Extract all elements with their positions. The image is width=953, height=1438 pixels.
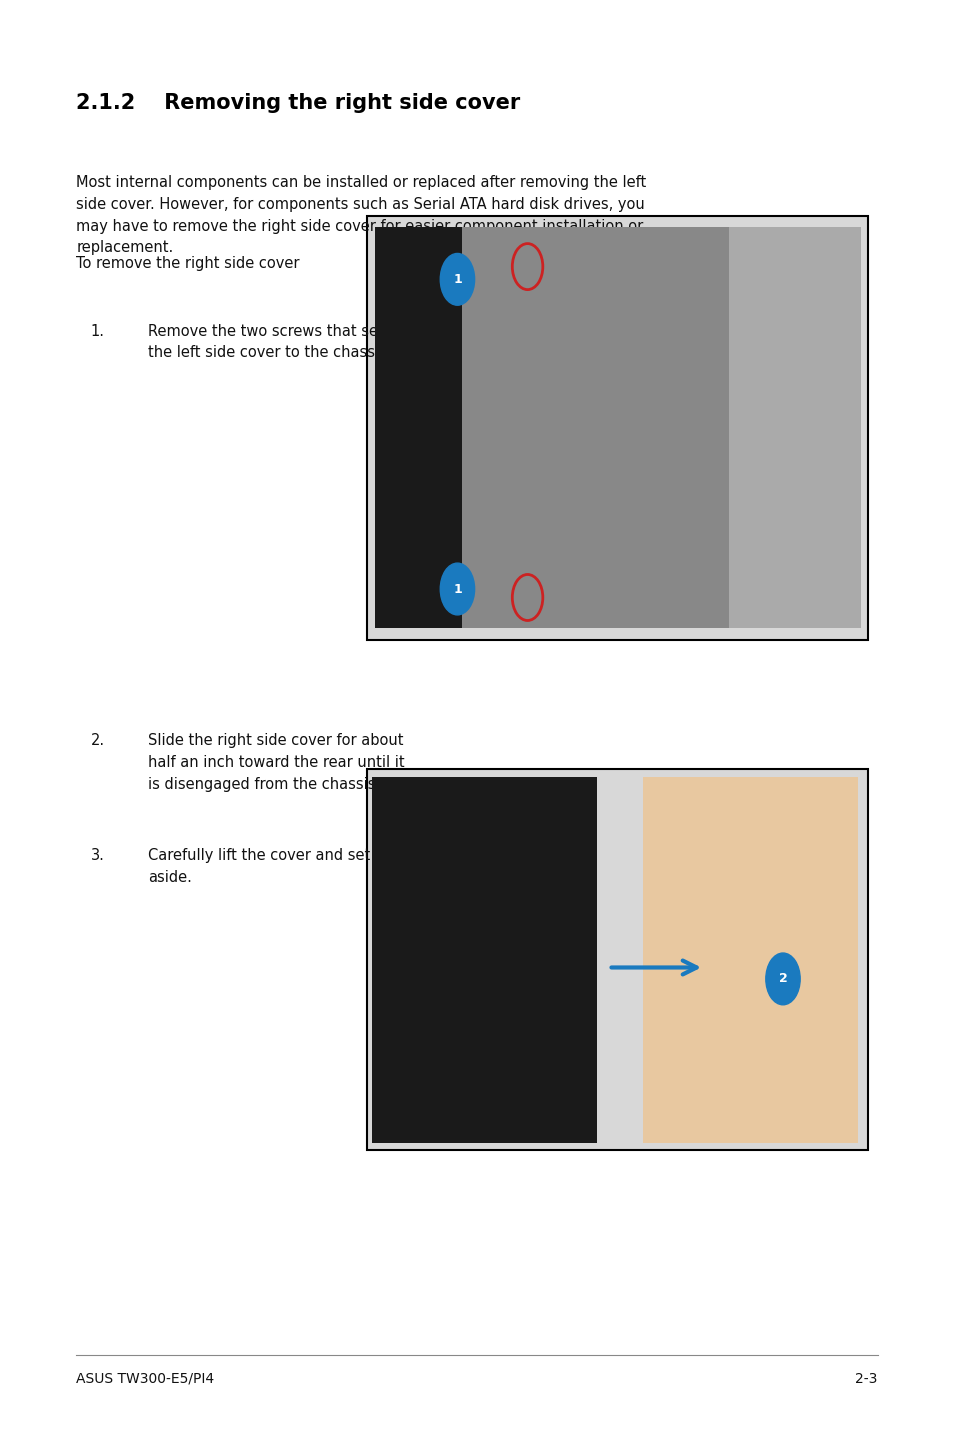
Text: ASUS TW300-E5/PI4: ASUS TW300-E5/PI4 (76, 1372, 214, 1386)
Text: 3.: 3. (91, 848, 105, 863)
Circle shape (439, 253, 475, 305)
FancyBboxPatch shape (372, 777, 597, 1143)
Text: Carefully lift the cover and set it
aside.: Carefully lift the cover and set it asid… (148, 848, 384, 884)
Text: Remove the two screws that secure
the left side cover to the chassis.: Remove the two screws that secure the le… (148, 324, 410, 360)
Text: Most internal components can be installed or replaced after removing the left
si: Most internal components can be installe… (76, 175, 646, 255)
Text: 1: 1 (453, 582, 461, 595)
Text: 2.1.2    Removing the right side cover: 2.1.2 Removing the right side cover (76, 93, 520, 114)
Circle shape (765, 953, 800, 1005)
FancyBboxPatch shape (367, 216, 867, 640)
Text: 2.: 2. (91, 733, 105, 748)
FancyBboxPatch shape (462, 227, 729, 628)
Text: 1.: 1. (91, 324, 105, 338)
Text: Slide the right side cover for about
half an inch toward the rear until it
is di: Slide the right side cover for about hal… (148, 733, 404, 791)
FancyBboxPatch shape (367, 769, 867, 1150)
Text: 2: 2 (778, 972, 786, 985)
FancyBboxPatch shape (729, 227, 860, 628)
FancyBboxPatch shape (642, 777, 858, 1143)
Text: 2-3: 2-3 (855, 1372, 877, 1386)
FancyBboxPatch shape (375, 227, 860, 628)
Text: To remove the right side cover: To remove the right side cover (76, 256, 299, 270)
Text: 1: 1 (453, 273, 461, 286)
Circle shape (439, 564, 475, 615)
FancyBboxPatch shape (375, 227, 462, 628)
